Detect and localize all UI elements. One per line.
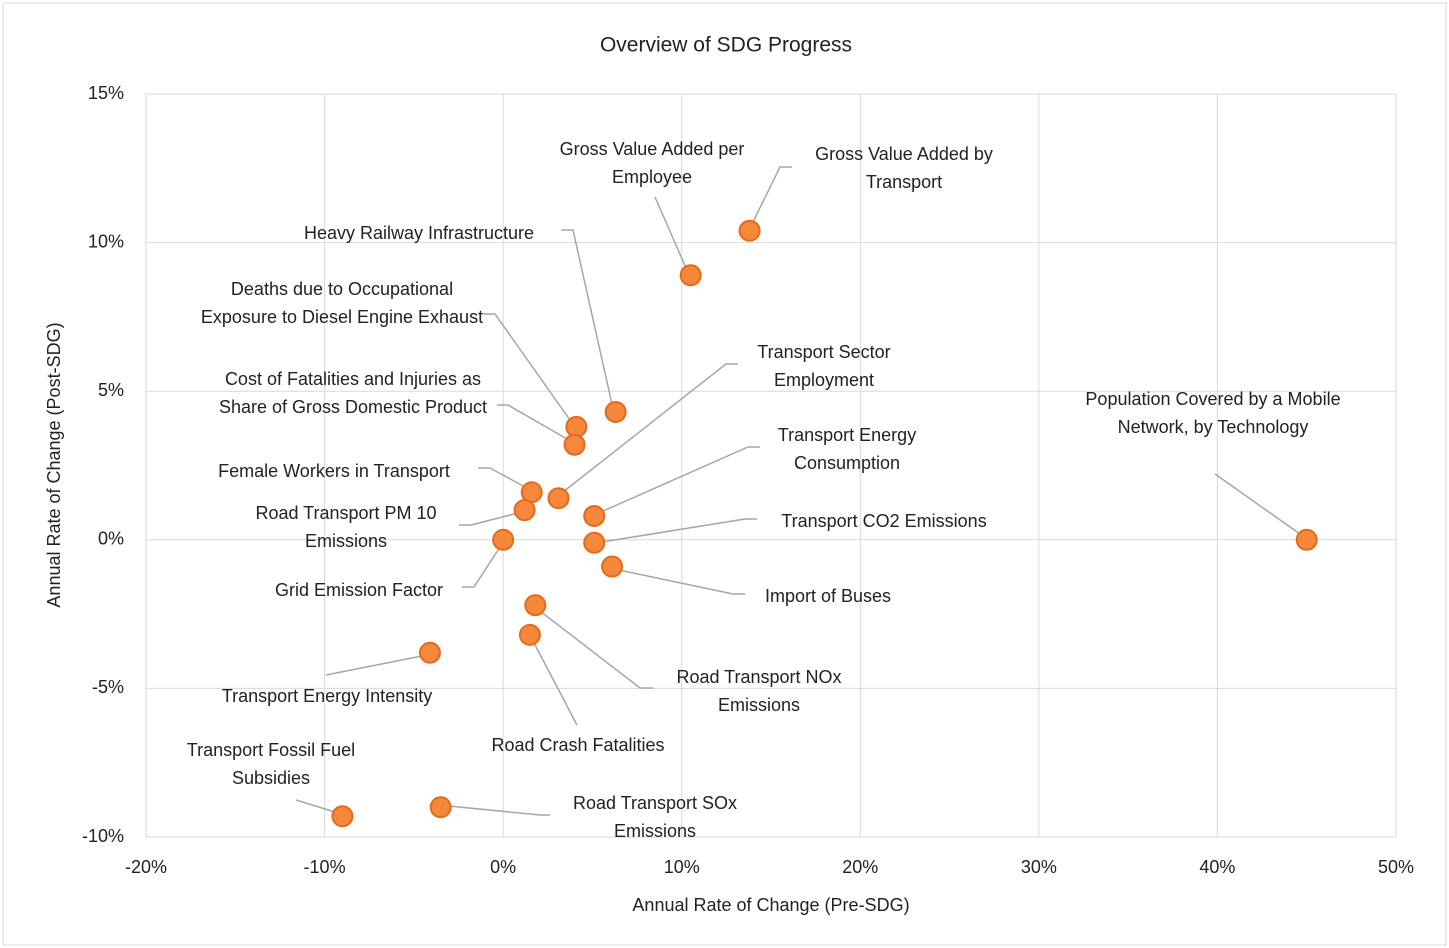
- point: [547, 487, 570, 510]
- leader-line: [483, 313, 571, 421]
- y-tick-label: 5%: [98, 380, 124, 400]
- leader-line: [751, 166, 792, 225]
- point-label: Transport CO2 Emissions: [781, 511, 987, 531]
- leader-line: [459, 512, 519, 526]
- point: [679, 264, 702, 287]
- leader-line: [478, 467, 526, 488]
- point: [601, 555, 624, 578]
- point: [492, 528, 515, 551]
- point-label: Deaths due to Occupational Exposure to D…: [200, 279, 484, 327]
- leader-line: [618, 569, 745, 595]
- x-tick-label: 30%: [1021, 857, 1057, 877]
- point-label: Heavy Railway Infrastructure: [303, 223, 535, 243]
- x-tick-label: 0%: [490, 857, 516, 877]
- leader-line: [325, 655, 423, 676]
- point: [604, 401, 627, 424]
- y-tick-label: -10%: [82, 826, 124, 846]
- leader-line: [601, 518, 757, 543]
- point: [513, 499, 536, 522]
- point: [738, 219, 761, 242]
- leader-line: [497, 404, 568, 440]
- point: [563, 433, 586, 456]
- point-label: Road Transport PM 10 Emissions: [255, 503, 437, 551]
- point-label: Gross Value Added per Employee: [559, 139, 745, 187]
- leader-line: [1214, 473, 1301, 535]
- x-tick-label: 10%: [664, 857, 700, 877]
- point-label: Transport Sector Employment: [757, 342, 891, 390]
- leader-line: [448, 805, 550, 816]
- x-tick-label: 40%: [1199, 857, 1235, 877]
- point-label: Transport Fossil Fuel Subsidies: [186, 740, 356, 788]
- x-tick-label: -20%: [125, 857, 167, 877]
- leader-line: [561, 229, 613, 405]
- y-tick-label: 10%: [88, 231, 124, 251]
- point-label: Female Workers in Transport: [218, 461, 450, 481]
- point-label: Grid Emission Factor: [274, 580, 444, 600]
- point: [524, 594, 547, 617]
- point-label: Gross Value Added by Transport: [815, 144, 993, 192]
- point: [518, 623, 541, 646]
- leader-line: [654, 196, 687, 269]
- point-label: Population Covered by a Mobile Network, …: [1085, 389, 1341, 437]
- y-tick-label: 0%: [98, 529, 124, 549]
- leader-line: [600, 446, 760, 513]
- y-axis-label: Annual Rate of Change (Post-SDG): [44, 322, 64, 607]
- point-label: Road Transport SOx Emissions: [572, 793, 738, 841]
- point-label: Transport Energy Consumption: [777, 425, 917, 473]
- x-tick-label: 50%: [1378, 857, 1414, 877]
- point: [331, 805, 354, 828]
- point-label: Import of Buses: [764, 586, 892, 606]
- point-label: Transport Energy Intensity: [221, 686, 433, 706]
- leader-line: [295, 799, 336, 813]
- x-axis-label: Annual Rate of Change (Pre-SDG): [632, 895, 909, 915]
- x-tick-label: -10%: [304, 857, 346, 877]
- point: [583, 531, 606, 554]
- point-label: Road Transport NOx Emissions: [676, 667, 842, 715]
- point-label: Cost of Fatalities and Injuries as Share…: [218, 369, 488, 417]
- point: [429, 796, 452, 819]
- leader-line: [532, 640, 578, 726]
- chart-title: Overview of SDG Progress: [600, 34, 852, 57]
- point: [418, 641, 441, 664]
- x-tick-label: 20%: [842, 857, 878, 877]
- leader-line: [539, 610, 653, 689]
- leader-line: [462, 546, 501, 588]
- y-tick-label: 15%: [88, 83, 124, 103]
- point-label: Road Crash Fatalities: [491, 735, 665, 755]
- y-tick-label: -5%: [92, 677, 124, 697]
- leader-line: [562, 363, 738, 493]
- point: [1295, 528, 1318, 551]
- point: [583, 505, 606, 528]
